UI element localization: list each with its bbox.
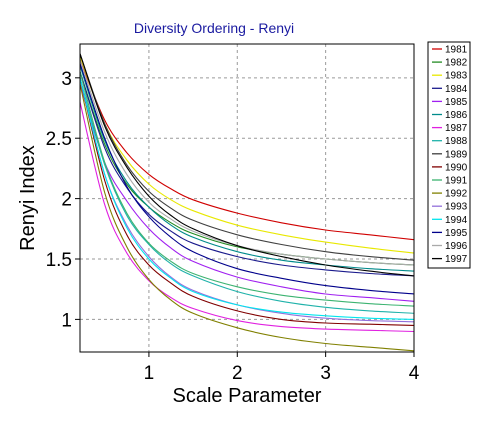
legend-label-1995: 1995 — [445, 228, 468, 239]
legend-label-1994: 1994 — [445, 215, 468, 226]
legend-label-1993: 1993 — [445, 202, 468, 213]
legend-label-1989: 1989 — [445, 149, 468, 160]
series-lines — [79, 53, 415, 352]
grid — [80, 44, 414, 352]
x-tick-label: 3 — [320, 363, 331, 384]
series-line-1981 — [79, 59, 415, 241]
legend-label-1981: 1981 — [445, 45, 468, 56]
legend-label-1983: 1983 — [445, 71, 468, 82]
legend-label-1987: 1987 — [445, 123, 468, 134]
series-line-1993 — [79, 77, 415, 323]
y-tick-label: 3 — [61, 69, 72, 90]
plot-frame — [79, 43, 415, 353]
legend-label-1982: 1982 — [445, 58, 468, 69]
y-tick-label: 1 — [61, 310, 72, 331]
x-axis-ticks: 1 2 3 4 — [144, 352, 420, 384]
series-line-1997 — [79, 53, 415, 277]
legend-label-1991: 1991 — [445, 176, 468, 187]
series-line-1983 — [79, 55, 415, 254]
series-line-1982 — [79, 71, 415, 266]
series-line-1991 — [79, 71, 415, 307]
legend-label-1988: 1988 — [445, 136, 468, 147]
y-tick-label: 1.5 — [46, 250, 72, 271]
series-line-1985 — [79, 83, 415, 302]
y-axis-title: Renyi Index — [17, 145, 39, 251]
x-tick-label: 2 — [232, 363, 243, 384]
legend-label-1984: 1984 — [445, 84, 468, 95]
series-line-1986 — [79, 65, 415, 272]
x-tick-label: 4 — [409, 363, 420, 384]
legend-label-1986: 1986 — [445, 110, 468, 121]
legend-box — [427, 41, 471, 269]
legend-label-1990: 1990 — [445, 162, 468, 173]
y-tick-label: 2 — [61, 190, 72, 211]
x-tick-label: 1 — [144, 363, 155, 384]
legend-label-1985: 1985 — [445, 97, 468, 108]
series-line-1990 — [79, 77, 415, 326]
series-line-1988 — [79, 77, 415, 314]
legend-label-1992: 1992 — [445, 189, 468, 200]
y-tick-label: 2.5 — [46, 129, 72, 150]
series-line-1989 — [79, 53, 415, 261]
series-line-1992 — [79, 83, 415, 352]
x-axis-title: Scale Parameter — [173, 385, 322, 407]
series-line-1987 — [79, 101, 415, 333]
legend-label-1996: 1996 — [445, 241, 468, 252]
y-axis-ticks: 1 1.5 2 2.5 3 — [46, 69, 80, 331]
series-line-1994 — [79, 77, 415, 320]
chart-title: Diversity Ordering - Renyi — [134, 20, 294, 36]
series-line-1984 — [79, 71, 415, 277]
legend-label-1997: 1997 — [445, 254, 468, 265]
series-line-1995 — [79, 63, 415, 295]
legend: 1981 1982 1983 1984 1985 1986 1987 1988 1989 1990… — [427, 41, 471, 269]
series-line-1996 — [79, 59, 415, 266]
